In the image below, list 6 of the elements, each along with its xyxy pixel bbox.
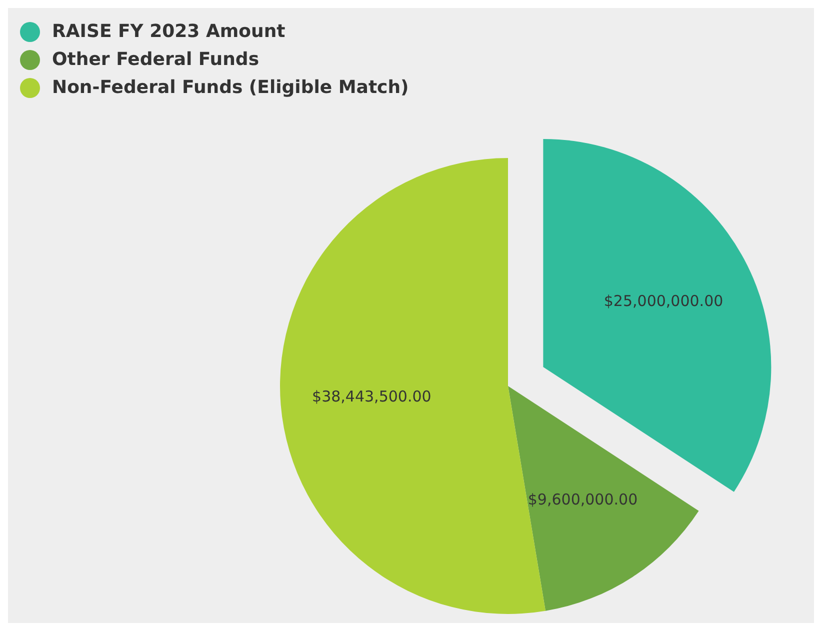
legend-label: Other Federal Funds — [52, 48, 260, 70]
data-label: $38,443,500.00 — [312, 387, 432, 406]
legend-label: Non-Federal Funds (Eligible Match) — [52, 76, 409, 98]
data-label: $25,000,000.00 — [604, 292, 724, 310]
data-label: $9,600,000.00 — [528, 490, 638, 509]
legend-label: RAISE FY 2023 Amount — [52, 20, 286, 42]
